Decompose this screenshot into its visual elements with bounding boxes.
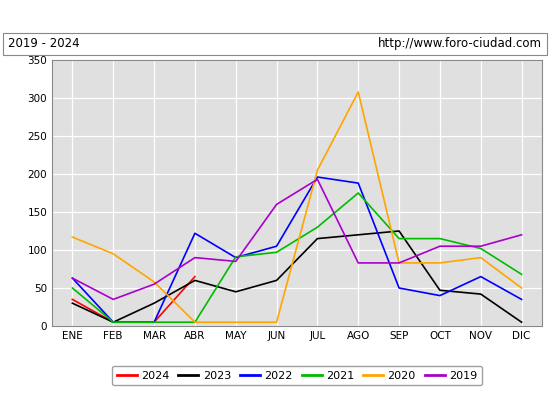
Legend: 2024, 2023, 2022, 2021, 2020, 2019: 2024, 2023, 2022, 2021, 2020, 2019 bbox=[112, 366, 482, 385]
Text: http://www.foro-ciudad.com: http://www.foro-ciudad.com bbox=[378, 38, 542, 50]
Text: Evolucion Nº Turistas Nacionales en el municipio de Villovieco: Evolucion Nº Turistas Nacionales en el m… bbox=[48, 8, 502, 24]
Text: 2019 - 2024: 2019 - 2024 bbox=[8, 38, 80, 50]
